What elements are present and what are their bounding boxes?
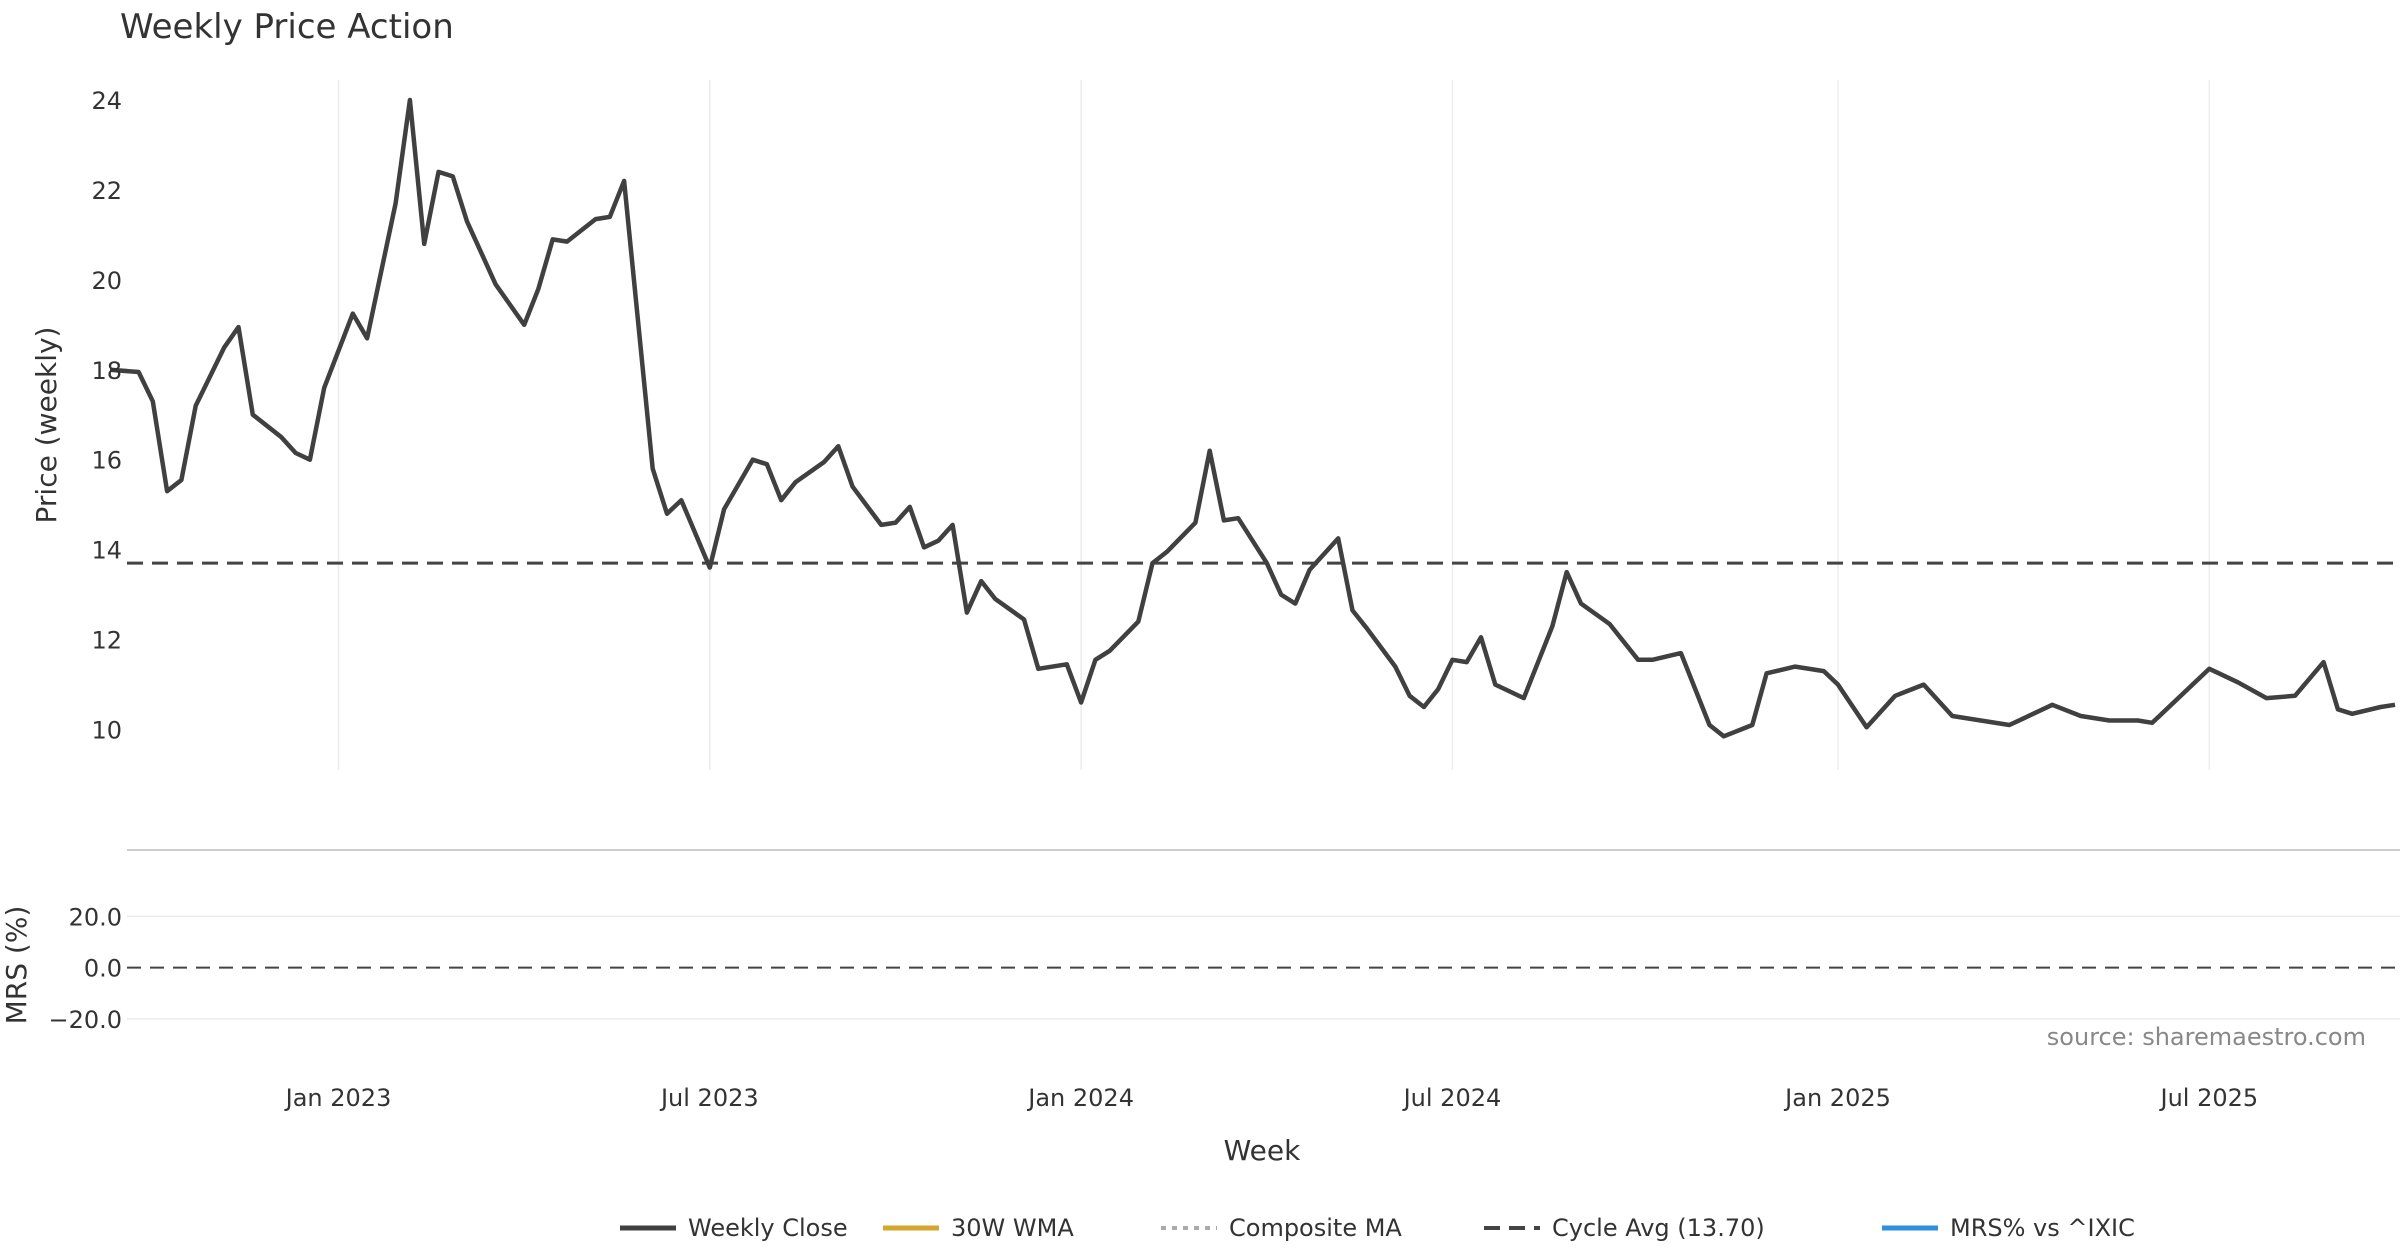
price-panel-lines [109,97,2400,739]
legend: Weekly Close 30W WMA Composite MA Cycle Avg… [620,1214,2135,1242]
mrs-panel-grid [127,915,2400,1020]
price-panel-grid [337,80,2211,770]
x-tick-label: Jan 2025 [1783,1084,1891,1112]
price-y-axis-label: Price (weekly) [30,327,63,524]
mrs-y-tick-label: 20.0 [69,903,122,931]
price-y-tick-label: 24 [91,87,122,115]
legend-item: 30W WMA [883,1214,1074,1242]
price-y-tick-label: 14 [91,537,122,565]
legend-label: Cycle Avg (13.70) [1552,1214,1765,1242]
axis-ticks: 10 12 14 16 18 20 22 24 −20.0 0.0 20.0 Jan 2023 Jul … [48,87,2258,1112]
legend-item: Cycle Avg (13.70) [1484,1214,1765,1242]
x-tick-label: Jul 2024 [1402,1084,1502,1112]
legend-label: MRS% vs ^IXIC [1950,1214,2135,1242]
x-tick-label: Jan 2023 [284,1084,392,1112]
x-tick-label: Jul 2023 [659,1084,759,1112]
price-y-tick-label: 10 [91,717,122,745]
price-y-tick-label: 18 [91,357,122,385]
legend-label: Composite MA [1229,1214,1402,1242]
mrs-y-tick-label: −20.0 [48,1006,122,1034]
legend-item: MRS% vs ^IXIC [1882,1214,2135,1242]
price-y-tick-label: 22 [91,177,122,205]
legend-label: Weekly Close [688,1214,848,1242]
mrs-y-axis-label: MRS (%) [0,906,33,1025]
price-y-tick-label: 16 [91,447,122,475]
x-tick-label: Jul 2025 [2159,1084,2259,1112]
source-credit: source: sharemaestro.com [2047,1023,2366,1051]
legend-item: Weekly Close [620,1214,848,1242]
legend-label: 30W WMA [951,1214,1074,1242]
series-weekly-close [109,97,2396,739]
price-y-tick-label: 20 [91,267,122,295]
mrs-y-tick-label: 0.0 [84,955,122,983]
x-axis-label: Week [1224,1134,1301,1167]
chart-title: Weekly Price Action [120,7,454,47]
price-y-tick-label: 12 [91,627,122,655]
x-tick-label: Jan 2024 [1026,1084,1134,1112]
legend-item: Composite MA [1161,1214,1402,1242]
